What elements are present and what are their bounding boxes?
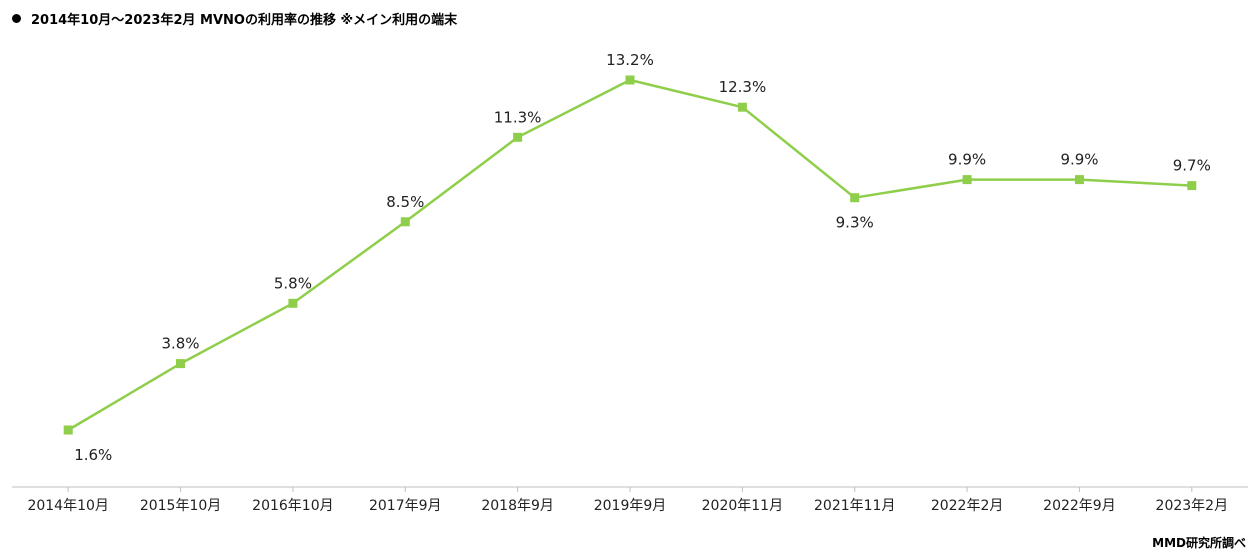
series-line-layer: [67, 78, 1192, 432]
data-label: 3.8%: [161, 335, 199, 353]
data-point-marker: [962, 175, 972, 185]
x-tick-label: 2019年9月: [594, 498, 667, 514]
data-point-marker: [1187, 181, 1197, 191]
data-markers: [63, 75, 1197, 435]
data-point-marker: [850, 193, 860, 203]
data-label: 11.3%: [494, 108, 542, 126]
x-tick-label: 2017年9月: [369, 498, 442, 514]
x-tick-label: 2022年9月: [1043, 498, 1116, 514]
chart-title: 2014年10月～2023年2月 MVNOの利用率の推移 ※メイン利用の端末: [31, 12, 458, 28]
x-tick-label: 2015年10月: [140, 498, 221, 514]
data-label: 9.7%: [1173, 157, 1211, 175]
data-point-marker: [288, 298, 298, 308]
data-label: 5.8%: [274, 274, 312, 292]
data-label: 12.3%: [719, 78, 767, 96]
data-point-marker: [513, 132, 523, 142]
series-line: [67, 78, 1192, 432]
data-label: 9.3%: [836, 214, 874, 232]
x-tick-label: 2022年2月: [931, 498, 1004, 514]
x-tick-label: 2018年9月: [481, 498, 554, 514]
data-point-marker: [176, 359, 185, 369]
data-point-marker: [400, 217, 410, 227]
chart-title-row: 2014年10月～2023年2月 MVNOの利用率の推移 ※メイン利用の端末: [12, 8, 457, 28]
data-point-marker: [737, 102, 747, 112]
x-axis: [12, 486, 1248, 492]
source-credit: MMD研究所調べ: [1152, 536, 1246, 550]
bullet-icon: [12, 13, 21, 23]
data-point-marker: [1075, 175, 1084, 185]
data-label: 8.5%: [386, 193, 424, 211]
data-label: 13.2%: [606, 51, 654, 69]
data-labels: 1.6% 3.8% 5.8% 8.5% 11.3% 13.2% 12.3% 9.3% 9.9% 9…: [74, 51, 1211, 464]
data-point-marker: [625, 75, 635, 85]
data-label: 9.9%: [1060, 151, 1098, 169]
x-tick-label: 2023年2月: [1156, 498, 1229, 514]
x-tick-label: 2020年11月: [702, 498, 783, 514]
x-tick-labels: 2014年10月 2015年10月 2016年10月 2017年9月 2018年9月 20…: [27, 498, 1228, 514]
x-tick-label: 2021年11月: [814, 498, 895, 514]
data-label: 1.6%: [74, 446, 112, 464]
data-point-marker: [63, 425, 73, 435]
x-tick-label: 2016年10月: [252, 498, 333, 514]
x-tick-label: 2014年10月: [27, 498, 108, 514]
data-label: 9.9%: [948, 151, 986, 169]
